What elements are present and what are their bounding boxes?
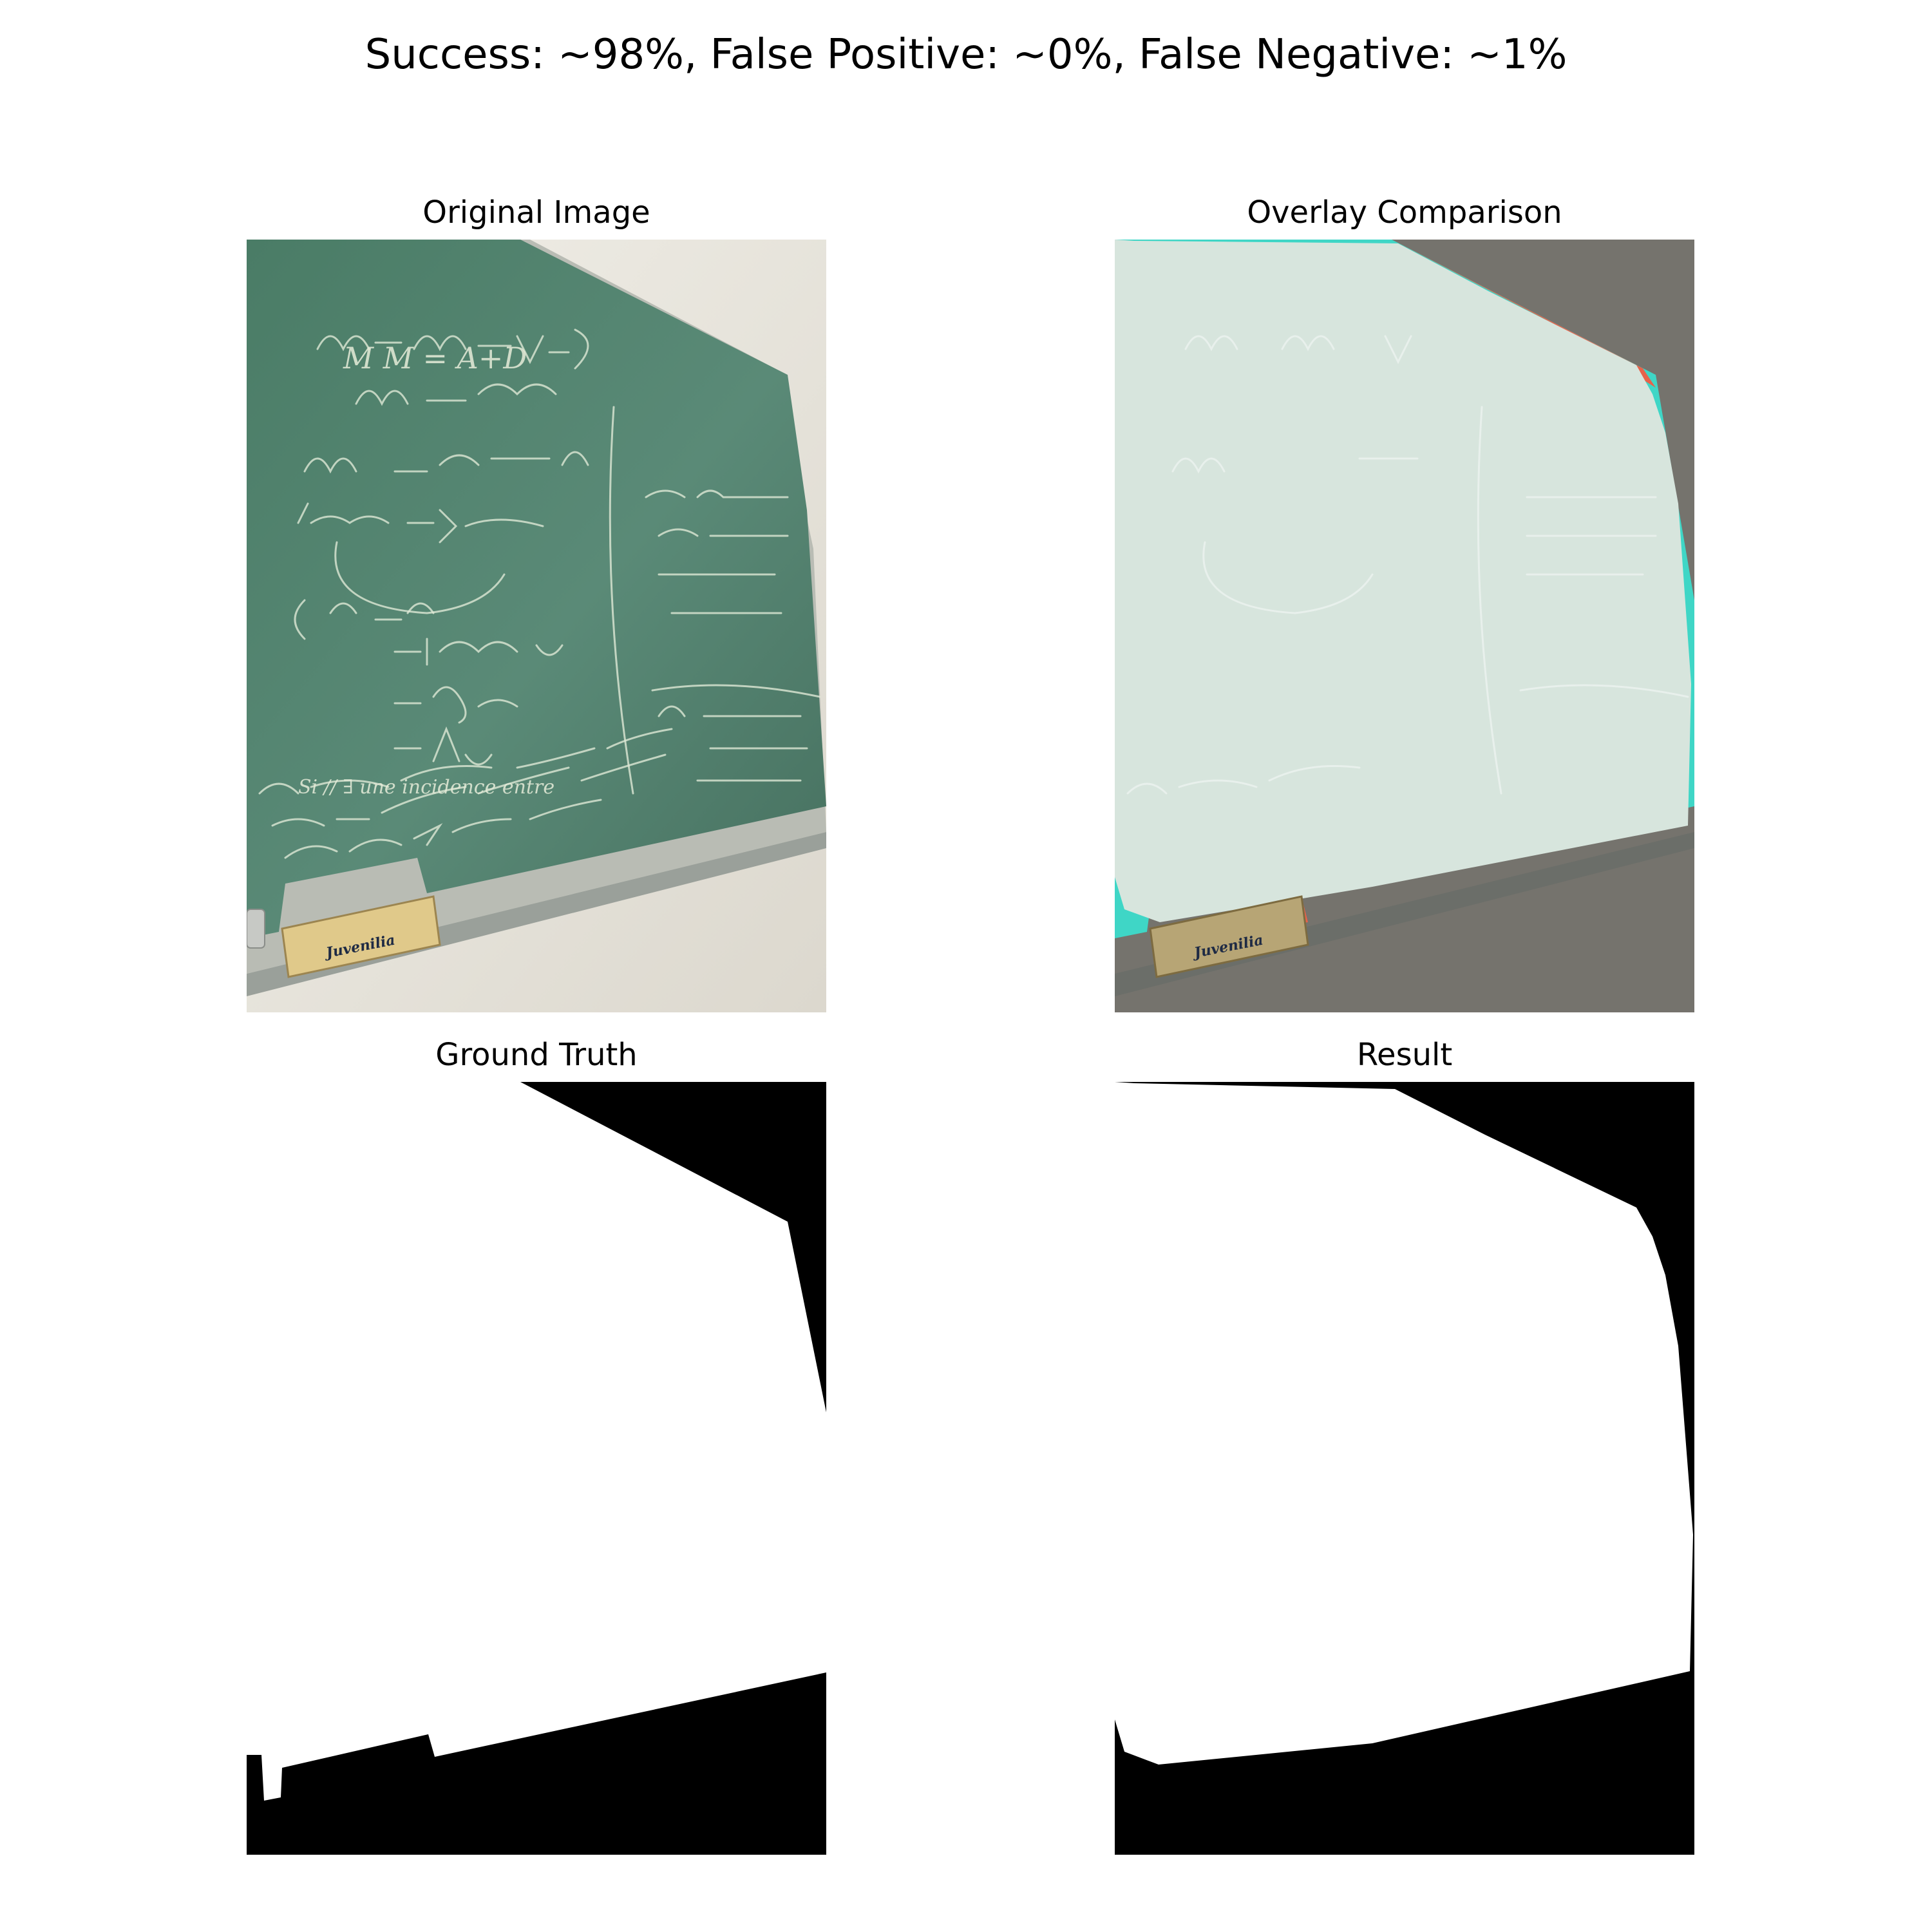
ground-truth-board-region — [247, 1082, 826, 1801]
ground-truth-mask — [247, 1082, 826, 1855]
original-image-panel: M M = A+D Si // ∃ une incidence entre Ju… — [247, 240, 826, 1012]
result-title: Result — [1356, 1037, 1453, 1073]
overlay-comparison-panel: Juvenilia — [1115, 240, 1694, 1012]
ground-truth-title: Ground Truth — [435, 1037, 638, 1073]
ground-truth-panel — [247, 1082, 826, 1855]
result-panel — [1115, 1082, 1694, 1855]
svg-text:Si // ∃ une incidence entre: Si // ∃ une incidence entre — [298, 776, 554, 799]
chalk-writing: M M = A+D Si // ∃ une incidence entre — [258, 328, 821, 859]
figure-title: Success: ~98%, False Positive: ~0%, Fals… — [365, 31, 1567, 79]
overlay-comparison-image: Juvenilia — [1115, 240, 1694, 1012]
svg-text:M M = A+D: M M = A+D — [343, 341, 527, 375]
original-image-photo: M M = A+D Si // ∃ une incidence entre Ju… — [247, 240, 826, 1012]
overlay-comparison-title: Overlay Comparison — [1247, 194, 1562, 231]
result-board-region — [1115, 1082, 1693, 1765]
chalkboard — [247, 240, 826, 938]
overlay-eraser: Juvenilia — [1149, 895, 1309, 978]
overlay-chalk-writing — [1126, 335, 1689, 795]
result-mask — [1115, 1082, 1694, 1855]
true-positive-region — [1115, 240, 1691, 922]
eraser: Juvenilia — [281, 895, 441, 978]
wall-socket — [247, 909, 265, 949]
original-image-title: Original Image — [422, 194, 650, 231]
